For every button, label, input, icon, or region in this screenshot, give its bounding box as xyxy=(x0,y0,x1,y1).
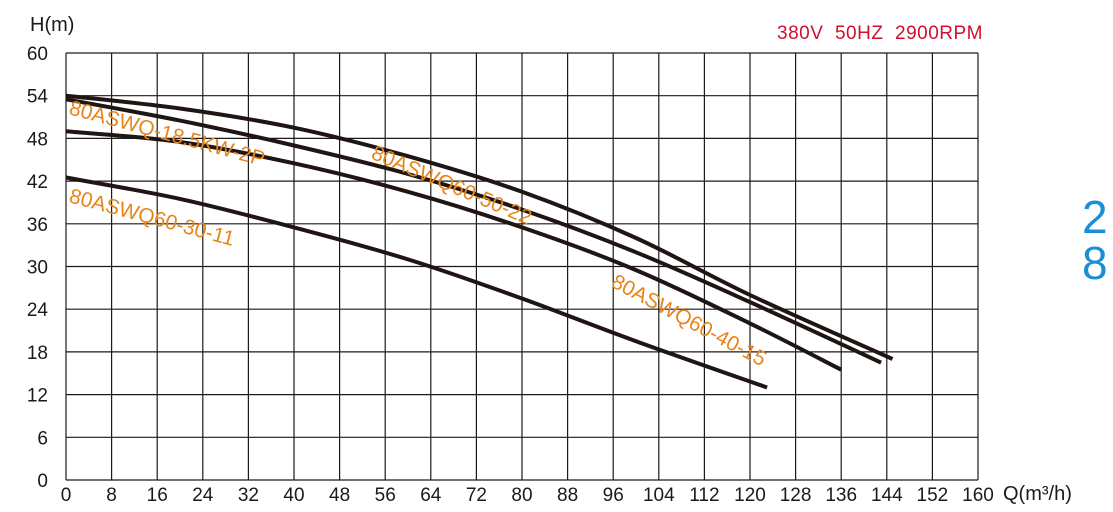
y-tick-label: 6 xyxy=(37,428,48,449)
y-tick-label: 42 xyxy=(27,172,48,193)
x-tick-label: 32 xyxy=(238,485,259,506)
x-tick-label: 136 xyxy=(825,485,857,506)
x-tick-label: 8 xyxy=(106,485,117,506)
y-tick-label: 48 xyxy=(27,129,48,150)
x-tick-label: 48 xyxy=(329,485,350,506)
side-digit-top: 2 xyxy=(1082,191,1108,243)
x-tick-label: 16 xyxy=(147,485,168,506)
y-tick-label: 36 xyxy=(27,215,48,236)
x-tick-label: 56 xyxy=(375,485,396,506)
x-tick-label: 96 xyxy=(603,485,624,506)
curve-80aswq60-40-15 xyxy=(65,129,843,372)
side-digit-bottom: 8 xyxy=(1082,237,1108,289)
y-tick-label: 60 xyxy=(27,44,48,65)
y-tick-label: 12 xyxy=(27,386,48,407)
grid xyxy=(65,52,979,481)
x-tick-label: 160 xyxy=(962,485,994,506)
x-tick-label: 112 xyxy=(689,485,719,506)
x-tick-label: 72 xyxy=(466,485,487,506)
x-tick-label: 120 xyxy=(734,485,766,506)
y-axis-title: H(m) xyxy=(30,14,74,36)
x-tick-label: 80 xyxy=(511,485,532,506)
x-tick-label: 128 xyxy=(780,485,812,506)
x-tick-label: 144 xyxy=(871,485,903,506)
curve-80aswq-18-5kw-2p xyxy=(65,97,882,365)
x-axis-title: Q(m³/h) xyxy=(1003,483,1072,505)
x-tick-label: 64 xyxy=(420,485,442,506)
y-tick-label: 30 xyxy=(27,258,48,279)
x-tick-label: 40 xyxy=(283,485,304,506)
x-tick-labels: 0 8 16 24 32 40 48 56 64 72 80 88 96 104 112 120 128 136 1… xyxy=(61,485,994,506)
y-tick-label: 18 xyxy=(27,343,48,364)
curves xyxy=(65,93,894,390)
x-tick-label: 0 xyxy=(61,485,72,506)
x-tick-label: 88 xyxy=(557,485,578,506)
y-tick-label: 24 xyxy=(27,300,49,321)
x-tick-label: 24 xyxy=(192,485,214,506)
x-tick-label: 152 xyxy=(917,485,949,506)
y-tick-labels: 0 6 12 18 24 30 36 42 48 54 60 xyxy=(27,44,49,492)
y-tick-label: 54 xyxy=(27,87,49,108)
x-tick-label: 104 xyxy=(643,485,675,506)
curve-80aswq60-50-22 xyxy=(65,93,894,361)
motor-spec-label: 380V 50HZ 2900RPM xyxy=(777,23,983,44)
y-tick-label: 0 xyxy=(37,471,48,492)
curve-80aswq60-30-11 xyxy=(65,175,768,390)
